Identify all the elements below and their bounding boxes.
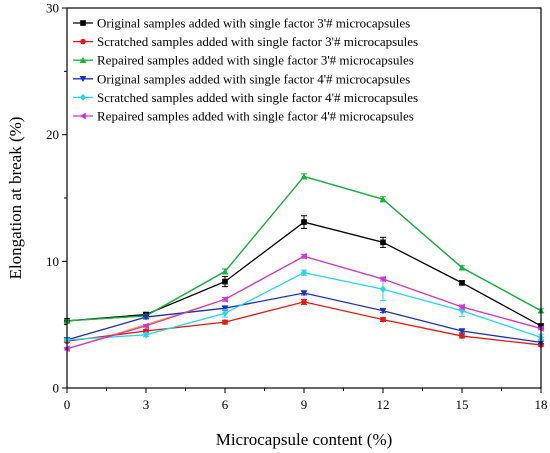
square-marker [459, 280, 465, 286]
triangle-down-marker [142, 314, 150, 321]
square-marker [301, 219, 307, 225]
data-point [459, 280, 465, 286]
data-point [301, 298, 307, 305]
legend-item: Scratched samples added with single fact… [73, 34, 418, 49]
triangle-left-marker [221, 295, 228, 303]
x-axis: 0 3 6 9 12 15 18 [64, 388, 548, 412]
triangle-down-marker [458, 328, 466, 335]
circle-marker [222, 319, 228, 325]
legend: Original samples added with single facto… [73, 16, 418, 124]
data-point [142, 322, 149, 330]
diamond-marker [142, 331, 150, 339]
triangle-left-marker [300, 252, 307, 260]
legend-label: Scratched samples added with single fact… [97, 34, 418, 49]
diamond-marker [221, 309, 229, 317]
triangle-up-marker [458, 264, 466, 271]
data-point [300, 269, 308, 277]
x-axis-title: Microcapsule content (%) [216, 430, 393, 449]
data-point [379, 307, 387, 315]
legend-triangle-down-marker [79, 76, 87, 83]
diamond-marker [379, 285, 387, 293]
triangle-left-marker [142, 322, 149, 330]
data-point [221, 295, 228, 303]
x-tick-label: 12 [377, 397, 390, 412]
legend-diamond-marker [79, 93, 87, 102]
triangle-up-marker [221, 268, 229, 275]
legend-label: Repaired samples added with single facto… [97, 109, 414, 124]
y-tick-label: 30 [46, 1, 59, 16]
x-tick-label: 3 [143, 397, 150, 412]
legend-item: Scratched samples added with single fact… [73, 90, 418, 105]
data-point [300, 173, 308, 180]
legend-item: Repaired samples added with single facto… [73, 53, 414, 68]
triangle-left-marker [379, 275, 386, 283]
data-point [458, 328, 466, 335]
data-point [380, 236, 386, 248]
y-axis: 0 10 20 30 [46, 1, 67, 396]
y-axis-title: Elongation at break (%) [6, 117, 25, 280]
legend-triangle-up-marker [79, 56, 87, 63]
x-tick-label: 0 [64, 397, 71, 412]
data-point [458, 303, 465, 311]
circle-marker [380, 316, 386, 323]
data-point [221, 305, 229, 312]
data-point [221, 268, 229, 275]
triangle-up-marker [379, 195, 387, 203]
circle-marker [301, 299, 307, 305]
triangle-down-marker [379, 307, 387, 315]
data-point [458, 264, 466, 271]
triangle-up-marker [300, 173, 308, 180]
data-point [142, 331, 150, 339]
x-tick-label: 9 [301, 397, 308, 412]
data-point [222, 319, 228, 325]
legend-triangle-left-marker [79, 112, 86, 120]
triangle-down-marker [221, 305, 229, 312]
data-point [301, 215, 307, 229]
legend-item: Original samples added with single facto… [73, 16, 410, 31]
data-point [300, 290, 308, 297]
data-point [142, 314, 150, 321]
data-point [379, 275, 386, 283]
data-point [222, 276, 228, 288]
triangle-down-marker [300, 290, 308, 297]
diamond-marker [300, 269, 308, 277]
square-marker [222, 278, 228, 285]
data-point [379, 195, 387, 203]
legend-label: Original samples added with single facto… [97, 71, 410, 86]
legend-label: Original samples added with single facto… [97, 16, 410, 31]
x-tick-label: 15 [456, 397, 469, 412]
legend-square-marker [80, 20, 86, 26]
data-point [300, 252, 307, 260]
y-tick-label: 0 [53, 381, 60, 396]
data-point [380, 316, 386, 323]
legend-circle-marker [80, 38, 86, 45]
legend-label: Repaired samples added with single facto… [97, 53, 414, 68]
y-tick-label: 20 [46, 127, 59, 142]
circle-marker [459, 333, 465, 339]
legend-label: Scratched samples added with single fact… [97, 90, 418, 105]
triangle-left-marker [458, 303, 465, 311]
data-point [221, 308, 229, 318]
legend-item: Repaired samples added with single facto… [73, 109, 414, 124]
legend-item: Original samples added with single facto… [73, 71, 410, 86]
x-tick-label: 18 [535, 397, 548, 412]
square-marker [380, 239, 386, 246]
x-tick-label: 6 [222, 397, 229, 412]
y-tick-label: 10 [46, 254, 59, 269]
